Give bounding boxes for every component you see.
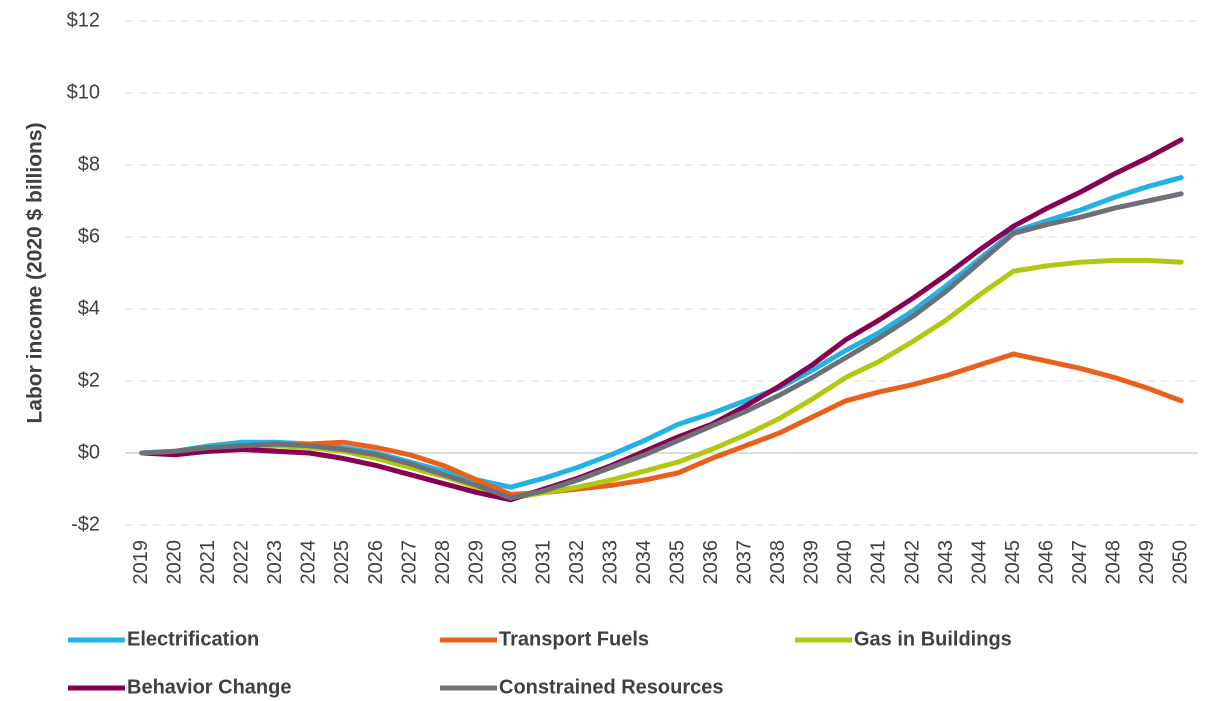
x-tick-label: 2045 [1002,540,1024,585]
y-tick-label: $0 [78,441,100,463]
x-tick-label: 2047 [1069,540,1091,585]
x-tick-label: 2044 [968,540,990,585]
x-tick-label: 2040 [834,540,856,585]
x-tick-label: 2050 [1170,540,1192,585]
y-tick-label: $10 [67,81,100,103]
x-tick-label: 2041 [868,540,890,585]
x-tick-label: 2032 [566,540,588,585]
x-tick-label: 2029 [465,540,487,585]
series-line [139,175,1184,490]
x-tick-label: 2038 [767,540,789,585]
x-tick-label: 2023 [264,540,286,585]
x-tick-label: 2031 [532,540,554,585]
x-tick-label: 2027 [398,540,420,585]
x-tick-label: 2039 [801,540,823,585]
x-tick-label: 2022 [231,540,253,585]
legend-text: Behavior Change [127,676,291,698]
x-tick-label: 2048 [1102,540,1124,585]
x-tick-label: 2021 [197,540,219,585]
y-tick-label: $8 [78,153,100,175]
x-tick-label: 2024 [298,540,320,585]
y-tick-label: -$2 [71,513,100,535]
y-axis-title: Labor income (2020 $ billions) [24,122,47,423]
y-tick-label: $4 [78,297,100,319]
x-tick-label: 2046 [1035,540,1057,585]
x-tick-label: 2035 [667,540,689,585]
y-tick-label: $2 [78,369,100,391]
legend-text: Electrification [127,628,259,650]
series-line [139,351,1184,497]
y-tick-label: $12 [67,9,100,31]
series-line [139,191,1184,501]
y-tick-label: $6 [78,225,100,247]
x-tick-label: 2028 [432,540,454,585]
x-tick-label: 2026 [365,540,387,585]
series-line [139,257,1184,501]
x-tick-label: 2019 [130,540,152,585]
legend-text: Transport Fuels [499,628,649,650]
x-tick-label: 2030 [499,540,521,585]
series-line [139,137,1184,503]
x-tick-label: 2033 [599,540,621,585]
x-tick-label: 2043 [935,540,957,585]
x-tick-label: 2025 [331,540,353,585]
x-tick-label: 2042 [901,540,923,585]
x-tick-label: 2020 [164,540,186,585]
x-tick-label: 2034 [633,540,655,585]
legend-text: Gas in Buildings [854,628,1012,650]
x-tick-label: 2037 [734,540,756,585]
x-tick-label: 2036 [700,540,722,585]
x-tick-label: 2049 [1136,540,1158,585]
legend-text: Constrained Resources [499,676,724,698]
